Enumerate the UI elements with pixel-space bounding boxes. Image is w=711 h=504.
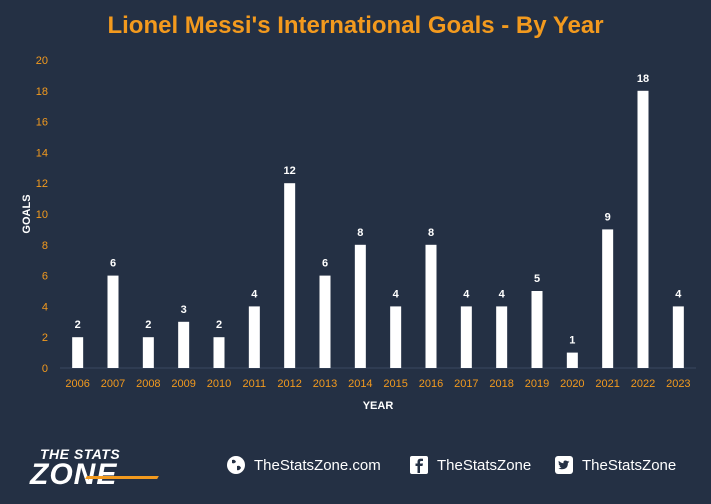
x-tick-label: 2007 — [101, 378, 125, 390]
bar — [248, 306, 260, 368]
data-label: 2 — [216, 319, 222, 331]
x-axis-title: YEAR — [363, 400, 394, 412]
x-tick-label: 2022 — [631, 378, 655, 390]
bar — [637, 90, 649, 369]
data-label: 5 — [534, 273, 540, 285]
data-label: 8 — [357, 227, 363, 239]
data-label: 2 — [75, 319, 81, 331]
x-tick-label: 2013 — [313, 378, 337, 390]
facebook-link[interactable]: TheStatsZone — [409, 452, 531, 478]
y-tick-label: 20 — [36, 55, 48, 67]
bar — [566, 352, 578, 368]
y-tick-label: 16 — [36, 117, 48, 129]
data-label: 6 — [110, 258, 116, 270]
twitter-text: TheStatsZone — [582, 456, 677, 474]
bar — [72, 337, 84, 368]
x-tick-label: 2018 — [489, 378, 513, 390]
facebook-icon — [409, 455, 429, 475]
bar — [531, 291, 543, 368]
bar — [319, 275, 331, 368]
website-text: TheStatsZone.com — [254, 456, 381, 474]
x-tick-label: 2020 — [560, 378, 584, 390]
x-tick-label: 2016 — [419, 378, 443, 390]
y-tick-label: 12 — [36, 178, 48, 190]
y-tick-label: 14 — [36, 147, 48, 159]
bar — [107, 275, 119, 368]
data-label: 4 — [675, 288, 682, 300]
chart-title: Lionel Messi's International Goals - By … — [107, 12, 604, 39]
y-tick-label: 6 — [42, 271, 48, 283]
data-label: 18 — [637, 73, 649, 85]
x-tick-label: 2023 — [666, 378, 690, 390]
stats-zone-logo: THE STATS ZONE — [26, 442, 159, 496]
x-tick-label: 2015 — [383, 378, 407, 390]
logo-text-top: THE STATS — [40, 446, 121, 462]
x-tick-label: 2011 — [243, 378, 267, 390]
globe-icon — [226, 455, 246, 475]
y-tick-label: 4 — [42, 301, 48, 313]
bar — [460, 306, 472, 368]
logo-stripe — [85, 476, 159, 479]
data-label: 8 — [428, 227, 434, 239]
data-label: 2 — [145, 319, 151, 331]
x-tick-label: 2017 — [454, 378, 478, 390]
footer: THE STATS ZONE TheStatsZone.com TheStats… — [0, 440, 711, 504]
bar — [390, 306, 402, 368]
x-tick-label: 2010 — [207, 378, 231, 390]
x-tick-label: 2012 — [277, 378, 301, 390]
y-axis-title: GOALS — [21, 194, 33, 233]
twitter-icon — [554, 455, 574, 475]
data-label: 4 — [393, 288, 400, 300]
data-label: 9 — [605, 211, 611, 223]
y-tick-label: 2 — [42, 332, 48, 344]
website-link[interactable]: TheStatsZone.com — [226, 452, 381, 478]
bar-chart: 0246810121416182022006620072200832009220… — [21, 55, 696, 412]
y-tick-label: 0 — [42, 363, 48, 375]
x-tick-label: 2014 — [348, 378, 372, 390]
x-tick-label: 2009 — [171, 378, 195, 390]
y-tick-label: 8 — [42, 240, 48, 252]
bar — [354, 244, 366, 368]
bar — [142, 337, 154, 368]
data-label: 6 — [322, 258, 328, 270]
bar — [602, 229, 614, 368]
bar — [178, 321, 190, 368]
facebook-text: TheStatsZone — [437, 456, 532, 474]
x-tick-label: 2021 — [595, 378, 619, 390]
data-label: 12 — [284, 165, 296, 177]
logo-text-bottom: ZONE — [30, 458, 118, 491]
x-tick-label: 2008 — [136, 378, 160, 390]
x-tick-label: 2006 — [65, 378, 89, 390]
x-tick-label: 2019 — [525, 378, 549, 390]
bar — [672, 306, 684, 368]
bar — [213, 337, 225, 368]
data-label: 3 — [181, 304, 187, 316]
data-label: 1 — [569, 335, 575, 347]
twitter-link[interactable]: TheStatsZone — [554, 452, 676, 478]
y-tick-label: 18 — [36, 86, 48, 98]
data-label: 4 — [251, 288, 258, 300]
data-label: 4 — [463, 288, 470, 300]
bar — [425, 244, 437, 368]
y-tick-label: 10 — [36, 209, 48, 221]
bar — [496, 306, 508, 368]
bar — [284, 183, 296, 368]
data-label: 4 — [499, 288, 506, 300]
